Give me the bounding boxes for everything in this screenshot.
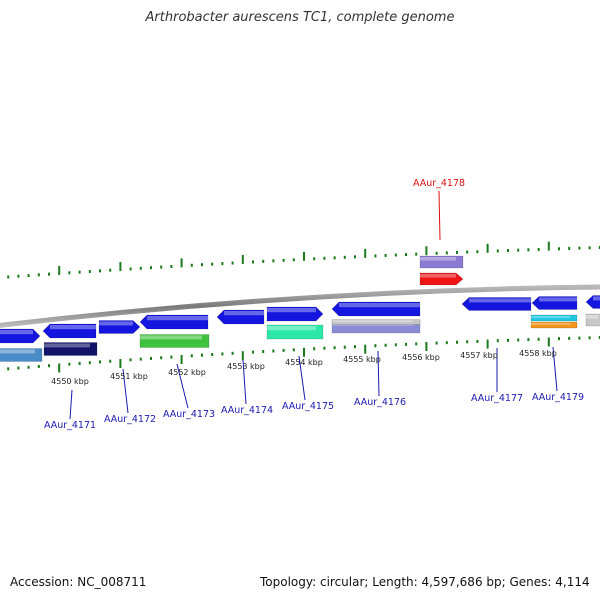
gene-sheen bbox=[420, 257, 456, 261]
gene-arrow bbox=[531, 296, 578, 310]
gene-sheen bbox=[99, 321, 133, 326]
kbp-label: 4557 kbp bbox=[460, 351, 498, 360]
gene-sheen bbox=[50, 325, 96, 330]
gene-label-aaur-4178[interactable]: AAur_4178 bbox=[413, 178, 465, 189]
gene-label-aaur-4175[interactable]: AAur_4175 bbox=[282, 401, 334, 412]
gene-bar bbox=[266, 324, 324, 340]
gene-sheen bbox=[224, 311, 264, 316]
gene-sheen bbox=[339, 303, 420, 308]
kbp-labels: 4550 kbp 4551 kbp 4552 kbp 4553 kbp 4554… bbox=[51, 349, 557, 386]
kbp-label: 4550 kbp bbox=[51, 377, 89, 386]
connector-line bbox=[298, 355, 306, 401]
gene-sheen bbox=[469, 298, 531, 303]
gene-arrow bbox=[98, 320, 141, 334]
gene-sheen bbox=[0, 330, 33, 335]
connector-line bbox=[377, 350, 380, 397]
gene-label-aaur-4179[interactable]: AAur_4179 bbox=[532, 392, 584, 403]
gene-bar bbox=[419, 255, 464, 269]
label-connectors bbox=[69, 190, 558, 420]
accession-text: Accession: NC_008711 bbox=[10, 575, 147, 589]
gene-arrow bbox=[42, 323, 97, 339]
gene-arrow bbox=[139, 314, 209, 330]
genome-backbone bbox=[0, 284, 600, 328]
page-title: Arthrobacter aurescens TC1, complete gen… bbox=[145, 10, 455, 25]
connector-line bbox=[69, 389, 73, 420]
kbp-label: 4554 kbp bbox=[285, 358, 323, 367]
gene-track bbox=[0, 255, 600, 362]
gene-labels: AAur_4171 AAur_4172 AAur_4173 AAur_4174 … bbox=[44, 178, 584, 431]
inner-tick-ring bbox=[7, 336, 600, 373]
gene-arrow bbox=[419, 272, 464, 286]
gene-sheen bbox=[539, 297, 577, 302]
kbp-label: 4558 kbp bbox=[519, 349, 557, 358]
gene-label-aaur-4176[interactable]: AAur_4176 bbox=[354, 397, 406, 408]
kbp-label: 4556 kbp bbox=[402, 353, 440, 362]
gene-bar bbox=[585, 313, 600, 327]
gene-sheen bbox=[0, 349, 35, 354]
gene-label-aaur-4171[interactable]: AAur_4171 bbox=[44, 420, 96, 431]
kbp-label: 4555 kbp bbox=[343, 355, 381, 364]
gene-sheen bbox=[531, 323, 570, 325]
gene-sheen bbox=[531, 316, 570, 318]
gene-arrow bbox=[585, 295, 600, 309]
gene-sheen bbox=[332, 320, 413, 322]
genome-stats-text: Topology: circular; Length: 4,597,686 bp… bbox=[260, 575, 590, 589]
gene-arrow bbox=[331, 301, 421, 317]
gene-sheen bbox=[140, 335, 202, 340]
gene-sheen bbox=[147, 316, 208, 321]
connector-line bbox=[176, 363, 189, 409]
gene-bar bbox=[0, 348, 43, 362]
gene-arrow bbox=[461, 297, 532, 311]
gene-bar bbox=[331, 319, 421, 325]
gene-label-aaur-4174[interactable]: AAur_4174 bbox=[221, 405, 273, 416]
gene-bar bbox=[139, 334, 210, 348]
gene-label-aaur-4173[interactable]: AAur_4173 bbox=[163, 409, 215, 420]
gene-sheen bbox=[267, 308, 316, 313]
gene-sheen bbox=[267, 326, 316, 331]
gene-sheen bbox=[420, 274, 456, 278]
gene-bar bbox=[43, 342, 98, 356]
connector-line bbox=[122, 368, 129, 414]
connector-line bbox=[438, 190, 441, 241]
gene-arrow bbox=[0, 328, 41, 344]
kbp-label: 4553 kbp bbox=[227, 362, 265, 371]
connector-line bbox=[242, 359, 247, 405]
gene-label-aaur-4177[interactable]: AAur_4177 bbox=[471, 393, 523, 404]
gene-arrow bbox=[216, 309, 265, 325]
gene-label-aaur-4172[interactable]: AAur_4172 bbox=[104, 414, 156, 425]
kbp-label: 4551 kbp bbox=[110, 372, 148, 381]
gene-bar bbox=[530, 314, 578, 322]
kbp-label: 4552 kbp bbox=[168, 368, 206, 377]
connector-line bbox=[552, 346, 558, 392]
gene-sheen bbox=[586, 315, 598, 319]
gene-arrow bbox=[266, 306, 324, 322]
gene-sheen bbox=[44, 343, 90, 348]
outer-tick-ring bbox=[7, 241, 600, 279]
gene-bar bbox=[530, 321, 578, 329]
gene-sheen bbox=[593, 296, 600, 301]
